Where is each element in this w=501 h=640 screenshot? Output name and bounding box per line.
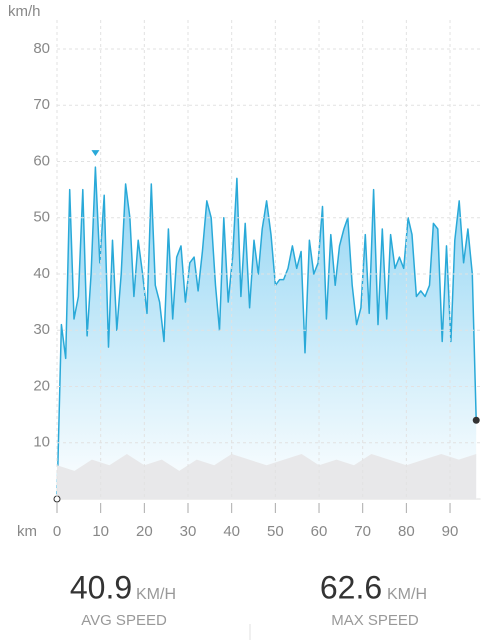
- y-tick-label: 40: [33, 265, 50, 282]
- x-axis-label: km: [17, 523, 37, 540]
- max-value: 62.6: [320, 569, 382, 605]
- y-axis-label: km/h: [8, 3, 41, 20]
- speed-line: [56, 166, 477, 500]
- x-tick-label: 30: [180, 523, 197, 540]
- plot: 10 20 30 40 50 60 70 80 0 10 20 30 40 50 60 70 80 90: [33, 20, 481, 540]
- x-tick-label: 10: [92, 523, 109, 540]
- y-tick-label: 50: [33, 209, 50, 226]
- y-tick-label: 60: [33, 152, 50, 169]
- y-tick-label: 20: [33, 377, 50, 394]
- x-tick-label: 90: [442, 523, 459, 540]
- x-tick-label: 50: [267, 523, 284, 540]
- end-point: [472, 416, 480, 424]
- max-unit: KM/H: [387, 586, 427, 603]
- x-tick-label: 20: [136, 523, 153, 540]
- speed-area: [57, 167, 477, 499]
- x-tick-label: 60: [311, 523, 328, 540]
- max-label: MAX SPEED: [331, 612, 419, 629]
- x-tick-label: 0: [53, 523, 61, 540]
- y-tick-label: 30: [33, 321, 50, 338]
- x-tick-label: 80: [398, 523, 415, 540]
- grid: [56, 20, 481, 499]
- x-tick-label: 40: [223, 523, 240, 540]
- max-marker: [91, 150, 100, 157]
- y-tick-label: 80: [33, 40, 50, 57]
- x-tick-label: 70: [354, 523, 371, 540]
- y-tick-label: 10: [33, 434, 50, 451]
- avg-unit: KM/H: [136, 586, 176, 603]
- elevation-area: [57, 454, 477, 499]
- avg-value: 40.9: [70, 569, 132, 605]
- avg-label: AVG SPEED: [81, 612, 167, 629]
- y-tick-label: 70: [33, 96, 50, 113]
